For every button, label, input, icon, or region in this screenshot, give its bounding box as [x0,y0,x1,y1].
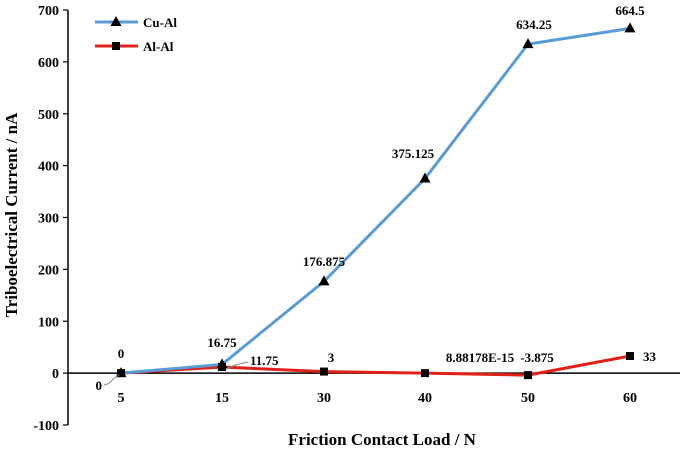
cu-al-data-label: 16.75 [207,335,237,350]
x-tick-label: 60 [623,391,637,406]
label-leader-line [103,374,120,386]
y-tick-label: 600 [38,56,59,71]
x-tick-label: 40 [418,391,432,406]
al-al-data-label: 0 [96,378,103,393]
al-al-data-label: -3.875 [520,350,554,365]
al-al-data-label: 3 [328,350,335,365]
series-group [115,22,636,380]
data-labels: 0 16.75 176.875 375.125 634.25 664.5 0 11.75 3 8.… [96,3,657,393]
y-axis-title: Triboelectrical Current / nA [2,112,21,317]
al-al-marker [320,367,328,376]
al-al-marker [117,369,125,378]
y-tick-label: 300 [38,212,59,227]
y-axis: -100 0 100 200 300 400 500 600 700 [33,4,69,434]
series-line-cu-al [120,26,631,375]
cu-al-data-label: 0 [118,346,125,361]
x-axis-title: Friction Contact Load / N [288,430,477,449]
x-tick-label: 5 [118,391,125,406]
cu-al-data-label: 176.875 [303,254,346,269]
cu-al-marker [624,22,636,33]
y-tick-label: 700 [38,4,59,19]
al-al-data-label: 33 [643,349,657,364]
al-al-marker [421,369,429,378]
label-leader-line [225,361,249,370]
al-al-data-label: 8.88178E-15 [446,350,515,365]
al-al-marker [218,363,226,372]
x-tick-label: 15 [215,391,229,406]
legend-marker [110,16,122,26]
cu-al-data-label: 634.25 [516,17,552,32]
series-line-al-al [120,354,631,377]
legend: Cu-Al Al-Al [95,15,177,54]
x-axis: 5 15 30 40 50 60 [68,372,680,406]
cu-al-data-label: 375.125 [392,146,435,161]
y-tick-label: 0 [52,367,59,382]
legend-label: Cu-Al [143,15,177,30]
al-al-marker [626,352,634,361]
legend-marker [112,42,120,50]
cu-al-marker [419,172,431,183]
y-tick-label: 400 [38,160,59,175]
cu-al-marker [318,275,330,286]
cu-al-data-label: 664.5 [615,3,645,18]
y-tick-label: 500 [38,108,59,123]
y-tick-label: -100 [33,419,59,434]
al-al-data-label: 11.75 [250,353,279,368]
al-al-marker [524,371,532,380]
legend-label: Al-Al [143,39,174,54]
x-tick-label: 50 [521,391,535,406]
y-tick-label: 200 [38,263,59,278]
cu-al-marker [522,38,534,49]
x-tick-label: 30 [317,391,331,406]
y-tick-label: 100 [38,315,59,330]
